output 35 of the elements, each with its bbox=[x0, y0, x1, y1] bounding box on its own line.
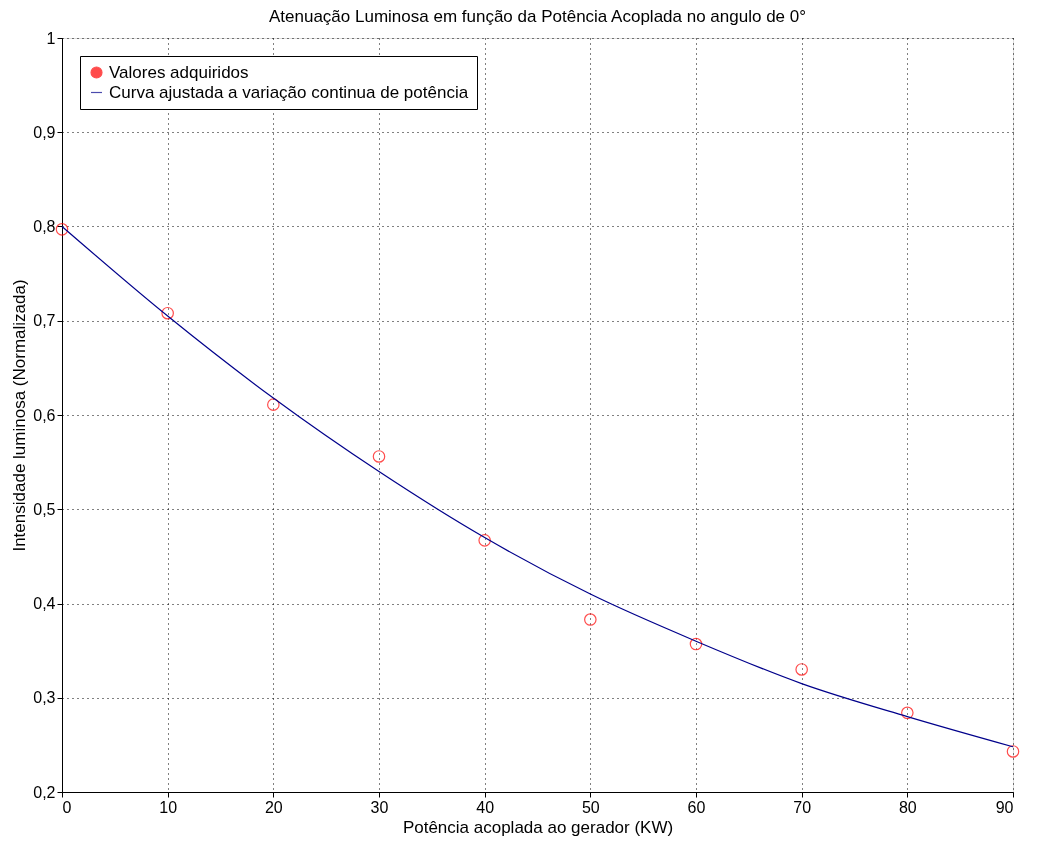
x-tick-label: 20 bbox=[264, 798, 283, 816]
point bbox=[689, 637, 703, 651]
x-axis-title: Potência acoplada ao gerador (KW) bbox=[402, 817, 674, 837]
x-tick-label: 60 bbox=[687, 798, 706, 816]
y-tick-label: 0,2 bbox=[33, 783, 56, 801]
legend-label: Curva ajustada a variação continua de potência bbox=[109, 82, 469, 102]
x-tick-label: 30 bbox=[370, 798, 389, 816]
y-tick-label: 0,8 bbox=[33, 218, 56, 235]
x-tick-label: 10 bbox=[159, 798, 178, 816]
point bbox=[372, 450, 386, 463]
point bbox=[478, 534, 491, 547]
x-tick-label: 0 bbox=[62, 798, 72, 816]
legend-label: Valores adquiridos bbox=[109, 62, 249, 82]
x-tick-label: 50 bbox=[581, 798, 600, 816]
point bbox=[901, 706, 914, 720]
y-tick-label: 0,4 bbox=[33, 595, 56, 612]
x-tick-label: 40 bbox=[476, 798, 495, 816]
point bbox=[584, 613, 597, 626]
point bbox=[55, 223, 69, 236]
y-tick-label: 0,7 bbox=[33, 312, 56, 330]
y-tick-label: 1 bbox=[46, 29, 56, 47]
y-tick-label: 0,5 bbox=[33, 500, 56, 518]
point bbox=[161, 306, 174, 320]
line-series bbox=[61, 225, 1014, 748]
x-tick-label: 90 bbox=[995, 798, 1014, 816]
chart-title: Atenuação Luminosa em função da Potência Acoplada no angulo de 0° bbox=[268, 7, 807, 26]
y-axis-title: Intensidade luminosa (Normalizada) bbox=[10, 279, 30, 552]
y-tick-label: 0,3 bbox=[33, 689, 56, 707]
y-tick-label: 0,6 bbox=[33, 406, 56, 424]
point bbox=[795, 663, 808, 676]
y-tick-label: 0,9 bbox=[33, 123, 56, 141]
x-tick-label: 70 bbox=[793, 798, 812, 816]
point bbox=[1006, 745, 1020, 758]
point bbox=[267, 398, 280, 411]
x-tick-label: 80 bbox=[898, 798, 917, 816]
